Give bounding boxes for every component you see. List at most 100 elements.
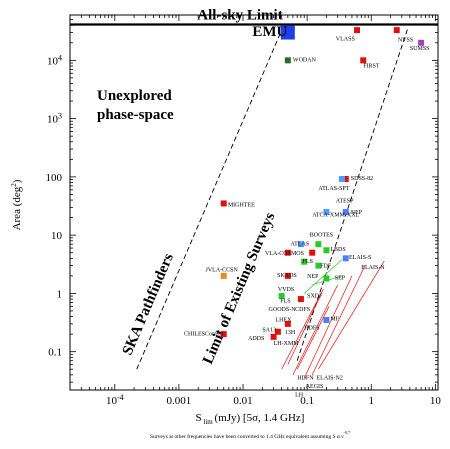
- survey-track-line: [318, 260, 385, 370]
- data-point-mightee: [220, 200, 227, 207]
- point-label: HDFN: [297, 376, 314, 382]
- plot-area: 10-4 0.001 0.01 0.1 1 10 0.1 1 10 100 103 104 S lim …: [10, 14, 442, 440]
- point-label: AEGIS: [306, 384, 324, 390]
- x-axis-label: S lim (mJy) [5σ, 1.4 GHz]: [196, 412, 305, 426]
- point-label: HDFS: [304, 326, 319, 332]
- point-label: NEP: [307, 274, 319, 280]
- data-point-vvds: [278, 293, 285, 300]
- limit-existing-surveys-label: Limit of Existing Surveys: [200, 210, 278, 366]
- chart-marks: [220, 25, 425, 340]
- point-label: ELAIS-N2: [316, 376, 342, 382]
- point-label: JVLA-CCSN: [206, 267, 239, 273]
- survey-track-line: [287, 295, 321, 365]
- point-label: LHEX: [275, 317, 292, 323]
- point-label: MIGHTEE: [228, 203, 255, 209]
- point-label: SEP: [335, 275, 346, 281]
- data-point-atlas: [297, 241, 304, 248]
- point-label: LBDS: [330, 247, 345, 253]
- y-tick-label: 10: [51, 230, 63, 242]
- chart-labels: EMU WODAN VLASS NVSS SUMSS FIRST SDSS-82ATLAS-…: [184, 24, 430, 398]
- existing-limit-line: [296, 28, 409, 361]
- point-label: FDF: [320, 263, 332, 269]
- data-point-chiles: [220, 331, 227, 338]
- point-label: VLASS: [336, 36, 355, 42]
- data-point-bootes: [315, 241, 322, 248]
- point-label: ADDS: [248, 336, 264, 342]
- data-point-lh-ska13: [274, 328, 281, 335]
- y-tick-label: 0.1: [48, 347, 62, 359]
- point-label: CDFS: [295, 307, 310, 313]
- unexplored-label: Unexplored: [97, 88, 172, 104]
- data-point-elais-s: [342, 255, 349, 262]
- footnote: Surveys at other frequencies have been c…: [150, 430, 350, 440]
- point-label: SA13: [262, 328, 276, 334]
- point-label: ATLAS: [290, 242, 309, 248]
- x-tick-label: 0.1: [300, 395, 314, 407]
- point-label: EMU: [252, 24, 287, 40]
- point-label: ATCA-XMM-XXL: [312, 212, 359, 218]
- survey-track-line: [303, 259, 343, 294]
- data-point-fls: [301, 258, 308, 265]
- data-point-jvla-ccsn: [220, 272, 227, 279]
- data-point-skads: [309, 249, 316, 256]
- data-point-mf: [323, 316, 330, 323]
- point-label: VVDS: [278, 287, 294, 293]
- data-point-nep-2: [284, 272, 291, 279]
- data-point-fdf: [315, 262, 322, 269]
- x-tick-label: 10-4: [106, 393, 124, 407]
- x-tick-label: 1: [368, 395, 374, 407]
- data-point-sdss-82: [342, 175, 349, 182]
- data-point-wodan: [284, 57, 291, 64]
- point-label: 13H: [285, 330, 296, 336]
- data-point-atca-xmm-xxl: [323, 208, 330, 215]
- data-point-adds: [270, 333, 277, 340]
- point-label: SUMSS: [410, 46, 430, 52]
- point-label: SXDF: [307, 294, 323, 300]
- point-label: NEP: [351, 210, 363, 216]
- chart-decorations: All-sky Limit Unexplored phase-space Limit …: [70, 7, 438, 379]
- point-label: SKADS: [277, 273, 297, 279]
- point-label: BOOTES: [310, 232, 333, 238]
- point-label: ELAIS-N: [361, 265, 385, 271]
- point-label: NVSS: [398, 38, 413, 44]
- point-label: MF: [330, 317, 339, 323]
- survey-track-line: [292, 284, 339, 376]
- y-tick-label: 1: [57, 288, 63, 300]
- ska-pathfinders-line: [136, 28, 283, 370]
- x-tick-label: 10: [430, 395, 442, 407]
- point-label: SDSS-82: [351, 176, 373, 182]
- survey-track-line: [303, 275, 353, 379]
- x-tick-label: 0.01: [233, 395, 252, 407]
- y-tick-label: 104: [47, 53, 62, 67]
- x-tick-label: 0.001: [167, 395, 192, 407]
- data-point-sumss: [418, 39, 425, 46]
- data-point-nep: [342, 208, 349, 215]
- point-label: ELAIS-S: [349, 255, 371, 261]
- point-label: ATLAS-SPT: [318, 186, 349, 192]
- point-label: LH: [295, 393, 304, 399]
- data-point-sxdf: [297, 296, 304, 303]
- data-point-lbds: [323, 247, 330, 254]
- point-label: VLA-COSMOS: [265, 251, 304, 257]
- data-point-first: [360, 57, 367, 64]
- point-label: LH-XMM: [274, 341, 300, 347]
- data-point-nvss: [393, 27, 400, 34]
- survey-track-line: [311, 265, 366, 376]
- point-label: ATESP: [336, 199, 354, 205]
- data-point-emu: [280, 25, 295, 40]
- data-point-vlass: [354, 27, 361, 34]
- point-label: FIRST: [363, 64, 380, 70]
- y-tick-label: 103: [47, 112, 62, 126]
- point-label: GOODS-N: [269, 307, 297, 313]
- point-label: FLS: [280, 298, 290, 304]
- phase-space-label: phase-space: [97, 107, 174, 123]
- point-label: CHILESConPol: [184, 331, 223, 337]
- data-point-lh-13h: [284, 320, 291, 327]
- survey-track-line: [281, 288, 324, 370]
- survey-track-line: [296, 306, 330, 370]
- y-tick-label: 100: [46, 172, 63, 184]
- data-point-atlas-spt: [339, 175, 346, 182]
- all-sky-limit-label: All-sky Limit: [197, 7, 282, 23]
- plot-frame: [69, 14, 439, 391]
